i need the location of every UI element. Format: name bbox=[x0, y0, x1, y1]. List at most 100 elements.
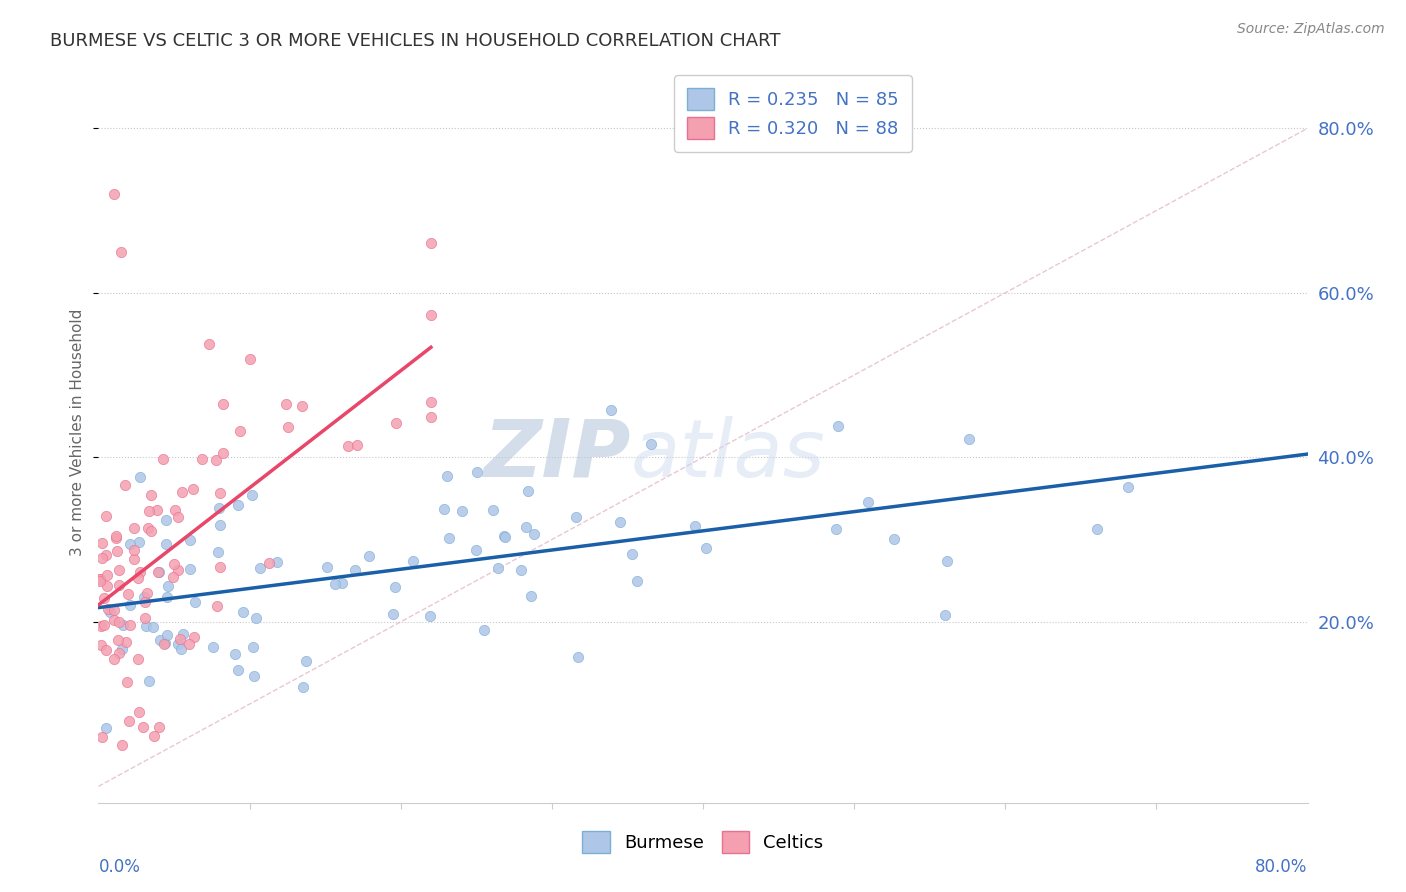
Point bbox=[97, 602, 120, 616]
Point bbox=[152, 452, 174, 467]
Point bbox=[114, 634, 136, 648]
Point bbox=[131, 720, 153, 734]
Point bbox=[105, 528, 128, 542]
Point bbox=[520, 589, 543, 603]
Point bbox=[226, 663, 249, 677]
Point bbox=[118, 599, 141, 613]
Point bbox=[600, 403, 623, 417]
Point bbox=[157, 579, 180, 593]
Point bbox=[179, 637, 201, 651]
Text: 80.0%: 80.0% bbox=[1256, 858, 1308, 876]
Point bbox=[108, 615, 131, 629]
Point bbox=[226, 498, 249, 512]
Point bbox=[111, 617, 134, 632]
Point bbox=[204, 453, 226, 467]
Point bbox=[957, 432, 980, 446]
Point bbox=[515, 520, 537, 534]
Point bbox=[103, 187, 125, 202]
Point bbox=[155, 628, 177, 642]
Point bbox=[156, 590, 179, 604]
Point bbox=[402, 554, 425, 568]
Point bbox=[90, 619, 112, 633]
Point bbox=[239, 352, 262, 367]
Point bbox=[104, 531, 127, 545]
Text: Source: ZipAtlas.com: Source: ZipAtlas.com bbox=[1237, 22, 1385, 37]
Point bbox=[155, 536, 177, 550]
Point bbox=[105, 544, 128, 558]
Point bbox=[385, 416, 408, 430]
Point bbox=[108, 578, 131, 592]
Point bbox=[207, 545, 229, 559]
Point bbox=[228, 424, 250, 438]
Point bbox=[183, 483, 205, 497]
Point bbox=[436, 469, 458, 483]
Point bbox=[208, 560, 231, 574]
Point bbox=[132, 590, 155, 604]
Point bbox=[208, 485, 231, 500]
Point bbox=[148, 720, 170, 734]
Point bbox=[103, 613, 125, 627]
Text: ZIP: ZIP bbox=[484, 416, 630, 494]
Point bbox=[420, 409, 443, 424]
Point bbox=[245, 611, 267, 625]
Point bbox=[90, 638, 112, 652]
Point bbox=[142, 729, 165, 743]
Point bbox=[114, 478, 136, 492]
Point bbox=[936, 554, 959, 568]
Point bbox=[90, 551, 112, 566]
Point bbox=[135, 586, 157, 600]
Point bbox=[291, 680, 314, 694]
Point bbox=[93, 591, 115, 605]
Point bbox=[695, 541, 717, 556]
Point bbox=[103, 603, 125, 617]
Point bbox=[825, 522, 848, 536]
Point bbox=[118, 537, 141, 551]
Point bbox=[344, 563, 367, 577]
Point bbox=[169, 632, 191, 646]
Point bbox=[155, 513, 177, 527]
Point bbox=[212, 397, 235, 411]
Point bbox=[609, 515, 631, 529]
Point bbox=[96, 567, 118, 582]
Point bbox=[323, 577, 346, 591]
Point bbox=[91, 730, 114, 744]
Point bbox=[148, 565, 170, 579]
Point bbox=[153, 637, 176, 651]
Point bbox=[118, 714, 141, 728]
Point bbox=[162, 570, 184, 584]
Point bbox=[212, 446, 235, 460]
Point bbox=[89, 572, 111, 586]
Point bbox=[482, 502, 505, 516]
Point bbox=[249, 561, 271, 575]
Point bbox=[146, 565, 169, 579]
Point bbox=[134, 594, 156, 608]
Point bbox=[122, 542, 145, 557]
Text: 0.0%: 0.0% bbox=[98, 858, 141, 876]
Point bbox=[136, 521, 159, 535]
Point bbox=[1085, 522, 1108, 536]
Point bbox=[128, 705, 150, 719]
Point bbox=[163, 557, 186, 571]
Point bbox=[517, 484, 540, 499]
Point bbox=[129, 565, 152, 579]
Point bbox=[685, 519, 707, 533]
Point bbox=[134, 611, 156, 625]
Point bbox=[486, 561, 509, 575]
Point bbox=[142, 620, 165, 634]
Point bbox=[127, 652, 149, 666]
Point bbox=[149, 632, 172, 647]
Point bbox=[167, 510, 190, 524]
Point bbox=[183, 630, 205, 644]
Point bbox=[232, 605, 254, 619]
Point bbox=[451, 504, 474, 518]
Point bbox=[346, 438, 368, 452]
Point bbox=[240, 488, 263, 502]
Point bbox=[1116, 480, 1139, 494]
Legend: Burmese, Celtics: Burmese, Celtics bbox=[575, 824, 831, 861]
Point bbox=[418, 609, 440, 624]
Point bbox=[179, 562, 201, 576]
Point bbox=[153, 635, 176, 649]
Point bbox=[242, 640, 264, 654]
Point bbox=[266, 555, 288, 569]
Point bbox=[184, 595, 207, 609]
